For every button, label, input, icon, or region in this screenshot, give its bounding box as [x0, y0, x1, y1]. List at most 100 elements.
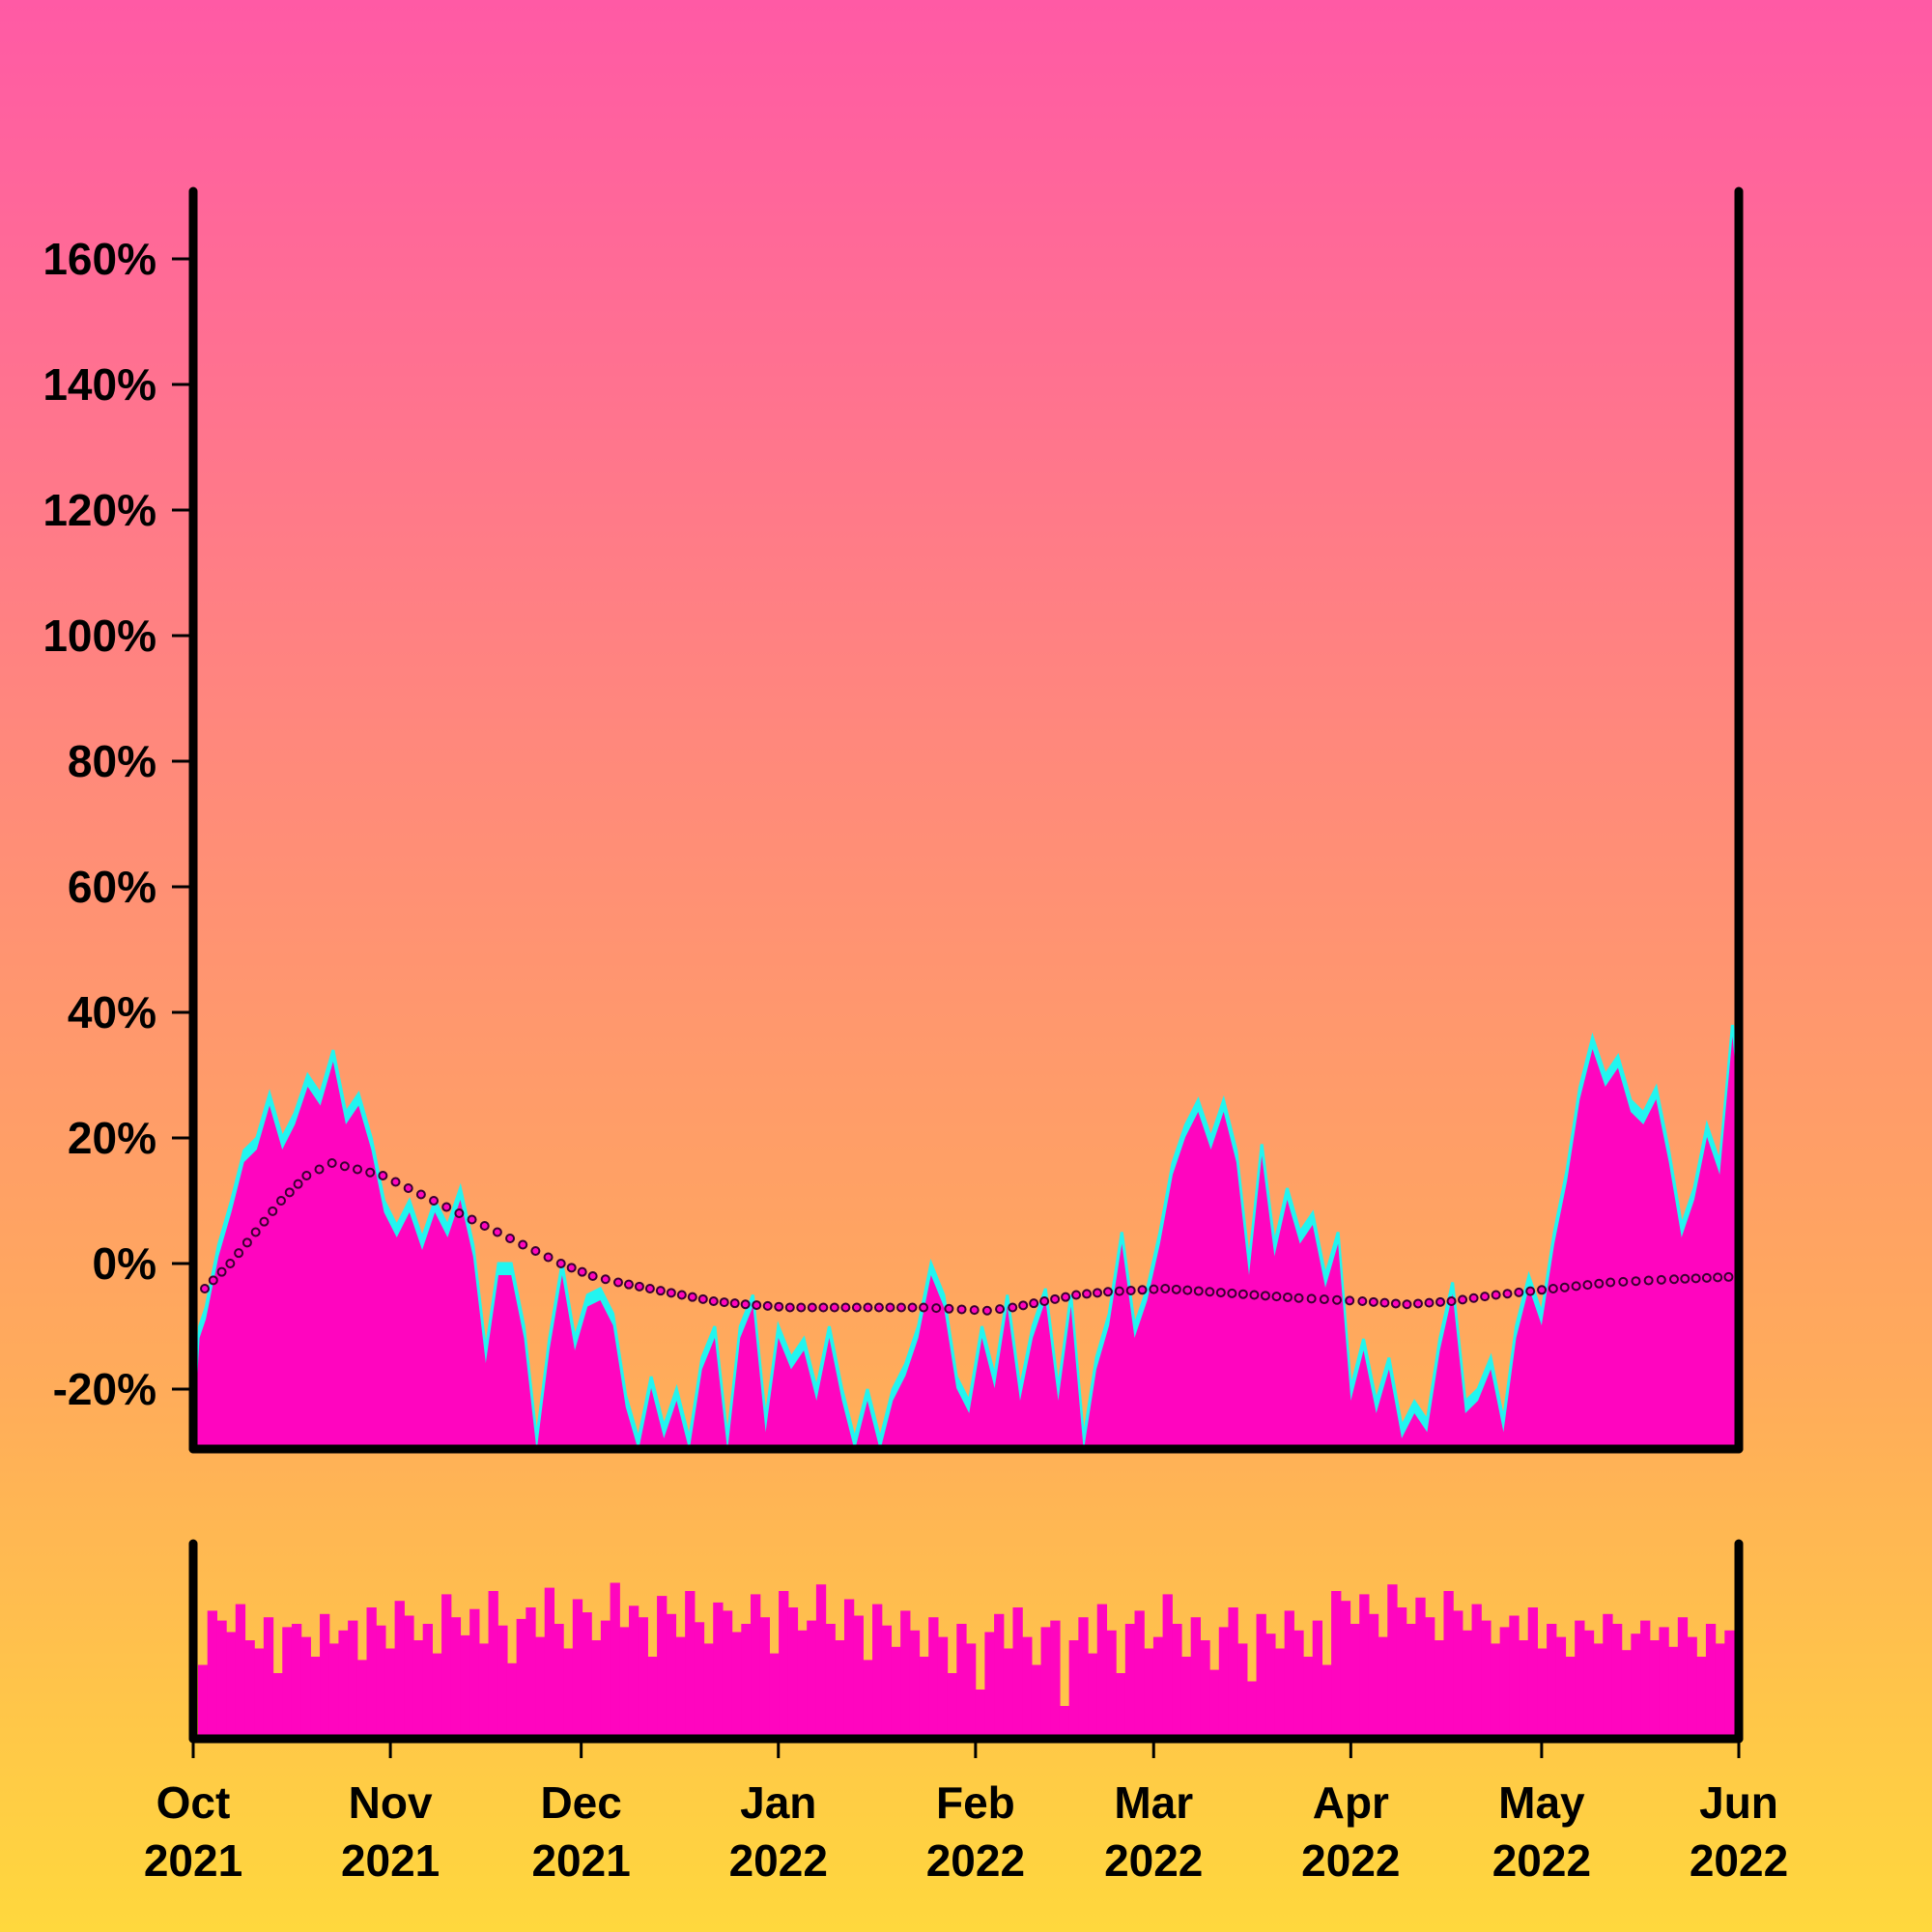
volume-bar — [638, 1617, 648, 1739]
volume-bar — [731, 1632, 742, 1739]
trend-marker — [1282, 1292, 1293, 1302]
y-tick-label: 80% — [68, 736, 156, 786]
volume-bar — [1218, 1627, 1230, 1739]
volume-bar — [1611, 1624, 1623, 1739]
trend-marker — [708, 1296, 719, 1306]
x-tick-label-year: 2022 — [1492, 1835, 1591, 1886]
volume-bar — [526, 1607, 536, 1739]
trend-marker — [1548, 1284, 1558, 1293]
trend-marker — [587, 1271, 598, 1281]
trend-marker — [566, 1263, 577, 1273]
trend-marker — [774, 1301, 784, 1312]
volume-bar — [1462, 1630, 1473, 1739]
volume-bar — [1331, 1591, 1342, 1739]
volume-bar — [909, 1630, 921, 1739]
volume-bar — [1649, 1640, 1661, 1739]
volume-bar — [1715, 1643, 1725, 1739]
x-tick-label-month: Nov — [349, 1777, 433, 1828]
trend-marker — [339, 1161, 350, 1172]
trend-marker — [1008, 1302, 1018, 1313]
volume-bar — [703, 1643, 714, 1739]
volume-bar — [1547, 1624, 1557, 1739]
trend-marker — [259, 1216, 270, 1227]
trend-marker — [1182, 1285, 1193, 1295]
volume-bar — [685, 1591, 696, 1739]
volume-bar — [572, 1599, 583, 1739]
volume-bar — [1265, 1634, 1276, 1739]
trend-marker — [895, 1302, 906, 1313]
volume-bar — [1565, 1657, 1576, 1739]
volume-bar — [1443, 1591, 1454, 1739]
volume-bar — [404, 1615, 414, 1739]
trend-marker — [1769, 1270, 1776, 1278]
volume-bar — [1621, 1650, 1632, 1739]
volume-bar — [272, 1673, 283, 1739]
trend-marker — [740, 1299, 751, 1310]
trend-marker — [1757, 1271, 1765, 1279]
trend-line — [200, 1158, 1808, 1316]
volume-bar — [1583, 1630, 1595, 1739]
trend-marker — [555, 1259, 566, 1268]
volume-bar — [1003, 1648, 1014, 1739]
trend-marker — [1514, 1287, 1524, 1297]
volume-bar — [1406, 1624, 1416, 1739]
volume-bar — [422, 1624, 433, 1739]
trend-marker — [530, 1246, 541, 1256]
volume-bar — [1303, 1657, 1314, 1739]
trend-marker — [1525, 1286, 1536, 1296]
trend-marker — [250, 1227, 261, 1237]
y-tick-label: 60% — [68, 862, 156, 912]
volume-bar — [694, 1622, 705, 1739]
volume-bar — [675, 1636, 686, 1739]
trend-marker — [314, 1164, 325, 1175]
volume-bar — [769, 1653, 780, 1739]
volume-bar — [1640, 1620, 1651, 1739]
x-tick-label-year: 2021 — [144, 1835, 242, 1886]
volume-bar — [1359, 1594, 1370, 1739]
volume-bar — [450, 1617, 462, 1739]
trend-marker — [1018, 1300, 1029, 1311]
daily-change-fill — [193, 1037, 1739, 1449]
trend-marker — [1468, 1293, 1479, 1303]
volume-bar — [1116, 1673, 1126, 1739]
volume-bar — [835, 1640, 845, 1739]
trend-marker — [676, 1290, 687, 1300]
volume-bars — [198, 1582, 1735, 1739]
trend-marker — [467, 1214, 477, 1225]
volume-bar — [619, 1627, 630, 1739]
trend-marker — [1801, 1267, 1808, 1275]
volume-bar — [1368, 1613, 1379, 1739]
volume-bar — [610, 1582, 620, 1739]
volume-bar — [1593, 1643, 1604, 1739]
volume-bar — [843, 1599, 855, 1739]
x-tick-label-year: 2022 — [1301, 1835, 1400, 1886]
trend-marker — [365, 1167, 376, 1178]
volume-bar — [348, 1620, 358, 1739]
trend-marker — [1237, 1289, 1248, 1299]
volume-bar — [1237, 1643, 1248, 1739]
volume-bar — [535, 1636, 546, 1739]
volume-bar — [1031, 1664, 1042, 1739]
trend-marker — [1379, 1297, 1390, 1308]
volume-bar — [1246, 1681, 1258, 1739]
trend-marker — [208, 1275, 218, 1286]
volume-bar — [872, 1604, 883, 1739]
volume-bar — [956, 1624, 967, 1739]
volume-bar — [1668, 1646, 1679, 1739]
volume-bar — [1256, 1613, 1266, 1739]
trend-marker — [543, 1252, 554, 1263]
x-axis-ticks: Oct 2021 Nov 2021 Dec 2021 Jan 2022 Feb 2022 Mar 20… — [144, 1739, 1788, 1886]
volume-bar — [1555, 1636, 1567, 1739]
volume-bar — [1190, 1617, 1201, 1739]
trend-marker — [907, 1302, 918, 1313]
trend-marker — [944, 1303, 954, 1314]
trend-marker — [1029, 1298, 1039, 1309]
trend-marker — [956, 1304, 967, 1315]
trend-marker — [1149, 1284, 1159, 1294]
trend-marker — [327, 1158, 337, 1168]
trend-marker — [454, 1208, 465, 1218]
trend-marker — [784, 1302, 795, 1313]
volume-bar — [1724, 1630, 1735, 1739]
trend-marker — [293, 1179, 303, 1189]
trend-marker — [1368, 1296, 1378, 1307]
